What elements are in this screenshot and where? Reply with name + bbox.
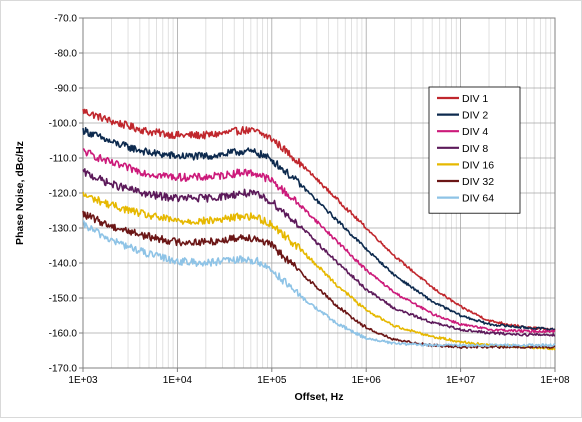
legend-label: DIV 16 <box>462 159 494 171</box>
y-axis-ticks: -70.0 -80.0 -90.0 -100.0 -110.0 -120.0 -130.0 -… <box>49 14 83 375</box>
y-tick-label: -140.0 <box>49 259 78 270</box>
x-tick-label: 1E+03 <box>68 375 98 386</box>
series-line-div-32 <box>82 210 556 349</box>
legend-label: DIV 1 <box>462 93 488 105</box>
series-lines <box>82 108 556 351</box>
legend-label: DIV 2 <box>462 110 488 122</box>
x-tick-label: 1E+06 <box>352 375 382 386</box>
x-tick-label: 1E+07 <box>446 375 476 386</box>
y-tick-label: -80.0 <box>54 49 77 60</box>
x-axis-ticks: 1E+03 1E+04 1E+05 1E+06 1E+07 1E+08 <box>68 368 570 386</box>
y-tick-label: -110.0 <box>49 154 77 165</box>
legend-label: DIV 4 <box>462 126 488 138</box>
y-tick-label: -90.0 <box>54 84 77 95</box>
series-line-div-1 <box>82 108 556 331</box>
series-line-div-64 <box>82 220 556 348</box>
y-tick-label: -150.0 <box>49 294 78 305</box>
legend-label: DIV 64 <box>462 193 494 205</box>
series-line-div-4 <box>82 148 556 334</box>
legend-label: DIV 32 <box>462 176 494 188</box>
y-tick-label: -160.0 <box>49 329 78 340</box>
x-axis-title: Offset, Hz <box>294 391 343 403</box>
legend-box <box>428 86 521 214</box>
series-line-div-8 <box>82 168 556 337</box>
y-tick-label: -100.0 <box>49 119 78 130</box>
x-tick-label: 1E+05 <box>257 375 287 386</box>
x-tick-label: 1E+08 <box>540 375 570 386</box>
series-line-div-16 <box>82 191 556 351</box>
series-line-div-2 <box>82 127 556 332</box>
y-tick-label: -120.0 <box>49 189 78 200</box>
y-tick-label: -170.0 <box>49 364 78 375</box>
legend: DIV 1 DIV 2 DIV 4 DIV 8 DIV 16 DIV 32 DIV 64 <box>428 86 521 214</box>
y-tick-label: -70.0 <box>54 14 77 25</box>
legend-label: DIV 8 <box>462 143 488 155</box>
y-axis-title: Phase Noise, dBc/Hz <box>14 141 26 245</box>
y-tick-label: -130.0 <box>49 224 78 235</box>
x-tick-label: 1E+04 <box>163 375 193 386</box>
